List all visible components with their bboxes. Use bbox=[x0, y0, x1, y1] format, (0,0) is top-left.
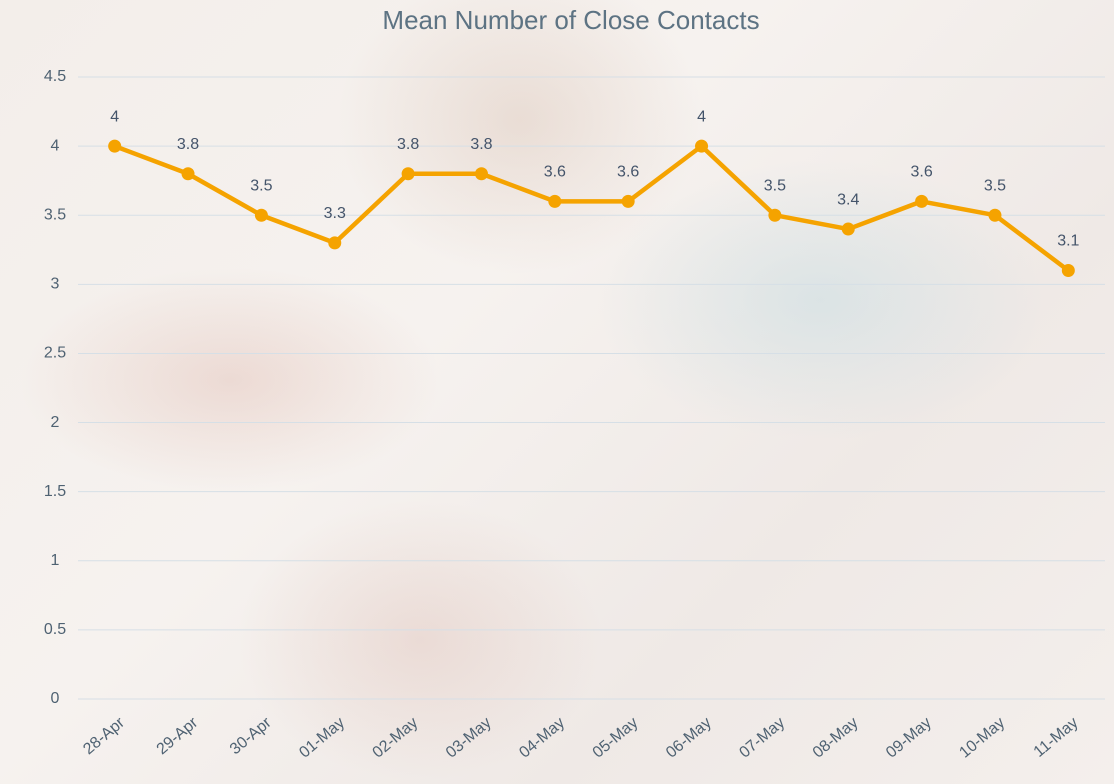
y-tick-label: 1.5 bbox=[44, 483, 66, 500]
x-tick-label: 06-May bbox=[663, 714, 715, 761]
data-point bbox=[328, 236, 341, 249]
x-tick-label: 10-May bbox=[956, 714, 1008, 761]
data-label: 3.6 bbox=[617, 164, 639, 181]
x-tick-label: 11-May bbox=[1031, 714, 1082, 761]
x-tick-label: 30-Apr bbox=[227, 714, 275, 758]
data-label: 4 bbox=[110, 108, 119, 125]
y-tick-label: 2 bbox=[51, 414, 60, 431]
data-point bbox=[108, 140, 121, 153]
y-tick-label: 2.5 bbox=[44, 345, 66, 362]
chart: Mean Number of Close Contacts 0 0.5 1 1.5 2 2… bbox=[0, 0, 1114, 784]
x-tick-label: 05-May bbox=[590, 714, 642, 761]
y-tick-label: 3.5 bbox=[44, 206, 66, 223]
x-tick-label: 08-May bbox=[810, 714, 862, 761]
data-label: 3.5 bbox=[764, 177, 786, 194]
data-label: 3.8 bbox=[397, 136, 419, 153]
x-tick-label: 02-May bbox=[370, 714, 422, 761]
data-point bbox=[475, 167, 488, 180]
x-tick-label: 29-Apr bbox=[154, 714, 202, 758]
x-tick-label: 07-May bbox=[736, 714, 788, 761]
chart-title: Mean Number of Close Contacts bbox=[382, 5, 759, 35]
data-label: 3.8 bbox=[177, 136, 199, 153]
data-point bbox=[255, 209, 268, 222]
data-label: 3.6 bbox=[910, 164, 932, 181]
data-point bbox=[402, 167, 415, 180]
data-label: 4 bbox=[697, 108, 706, 125]
data-point bbox=[842, 223, 855, 236]
data-point bbox=[182, 167, 195, 180]
data-label: 3.6 bbox=[544, 164, 566, 181]
y-tick-label: 3 bbox=[51, 276, 60, 293]
y-tick-label: 0 bbox=[51, 690, 60, 707]
data-label: 3.5 bbox=[984, 177, 1006, 194]
x-tick-label: 04-May bbox=[516, 714, 568, 761]
data-point bbox=[768, 209, 781, 222]
y-tick-label: 4.5 bbox=[44, 68, 66, 85]
y-tick-label: 4 bbox=[51, 137, 60, 154]
data-label: 3.4 bbox=[837, 191, 859, 208]
data-point bbox=[695, 140, 708, 153]
data-label: 3.3 bbox=[324, 205, 346, 222]
x-tick-label: 09-May bbox=[883, 714, 935, 761]
data-label: 3.8 bbox=[470, 136, 492, 153]
data-point bbox=[915, 195, 928, 208]
data-point bbox=[988, 209, 1001, 222]
data-point bbox=[548, 195, 561, 208]
y-tick-label: 0.5 bbox=[44, 621, 66, 638]
x-tick-label: 03-May bbox=[443, 714, 495, 761]
y-tick-label: 1 bbox=[51, 552, 60, 569]
data-point bbox=[1062, 264, 1075, 277]
data-point bbox=[622, 195, 635, 208]
x-tick-label: 01-May bbox=[296, 714, 348, 761]
data-label: 3.5 bbox=[250, 177, 272, 194]
x-tick-label: 28-Apr bbox=[80, 714, 128, 758]
data-label: 3.1 bbox=[1057, 233, 1079, 250]
page: {"chart_data": {"type": "line", "title":… bbox=[0, 0, 1114, 784]
